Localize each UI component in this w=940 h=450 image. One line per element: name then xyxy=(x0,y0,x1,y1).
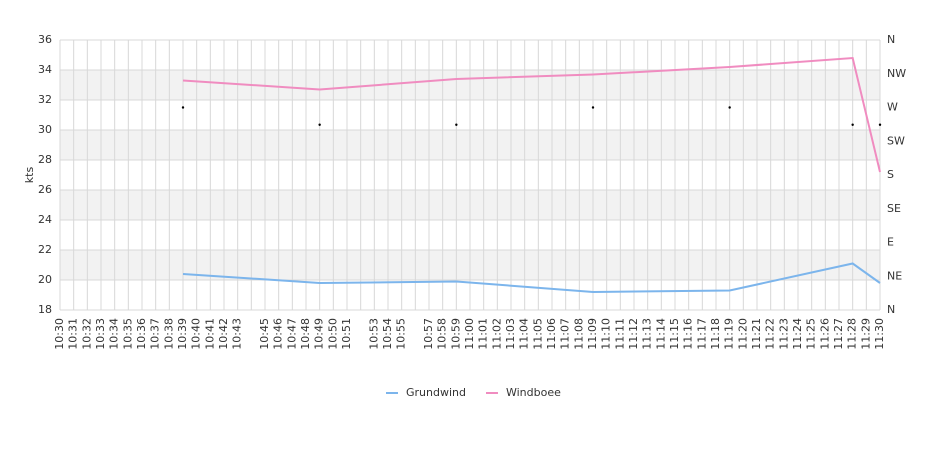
legend-label: Grundwind xyxy=(406,386,466,399)
x-tick-label: 10:58 xyxy=(436,318,449,350)
x-tick-label: 10:59 xyxy=(449,318,462,350)
y-tick-label: 34 xyxy=(38,63,52,76)
x-tick-label: 10:41 xyxy=(203,318,216,350)
y2-tick-label: SW xyxy=(887,134,905,147)
x-tick-label: 10:30 xyxy=(53,318,66,350)
direction-dot xyxy=(728,106,731,109)
x-tick-label: 11:09 xyxy=(586,318,599,350)
x-tick-label: 11:16 xyxy=(682,318,695,350)
x-tick-label: 10:51 xyxy=(340,318,353,350)
y2-tick-label: E xyxy=(887,236,894,249)
x-tick-label: 11:10 xyxy=(600,318,613,350)
direction-dot xyxy=(455,123,458,126)
x-tick-label: 10:47 xyxy=(285,318,298,350)
x-tick-label: 10:32 xyxy=(80,318,93,350)
x-tick-label: 10:42 xyxy=(217,318,230,350)
x-tick-label: 10:36 xyxy=(135,318,148,350)
x-tick-label: 11:15 xyxy=(668,318,681,350)
series-line xyxy=(182,262,881,294)
x-tick-label: 11:03 xyxy=(504,318,517,350)
x-tick-label: 11:06 xyxy=(545,318,558,350)
direction-dot xyxy=(591,106,595,109)
x-tick-label: 11:20 xyxy=(736,318,749,350)
x-tick-label: 11:07 xyxy=(559,318,572,350)
x-tick-label: 10:49 xyxy=(313,318,326,350)
x-tick-label: 10:40 xyxy=(190,318,203,350)
x-tick-label: 10:43 xyxy=(231,318,244,350)
x-tick-label: 11:30 xyxy=(873,318,886,350)
x-tick-label: 10:55 xyxy=(395,318,408,350)
legend-label: Windboee xyxy=(506,386,561,399)
x-tick-label: 10:53 xyxy=(367,318,380,350)
y-tick-label: 32 xyxy=(38,93,52,106)
x-tick-label: 11:01 xyxy=(477,318,490,350)
y-axis-label: kts xyxy=(23,167,36,184)
y2-tick-label: N xyxy=(887,33,895,46)
x-tick-label: 11:21 xyxy=(750,318,763,350)
x-tick-label: 11:02 xyxy=(490,318,503,350)
series-line xyxy=(182,56,881,173)
x-tick-label: 11:08 xyxy=(572,318,585,350)
y-tick-label: 22 xyxy=(38,243,52,256)
y2-tick-label: N xyxy=(887,303,895,316)
x-tick-label: 10:57 xyxy=(422,318,435,350)
y-tick-label: 26 xyxy=(38,183,52,196)
x-tick-label: 10:45 xyxy=(258,318,271,350)
x-tick-label: 11:00 xyxy=(463,318,476,350)
y2-tick-label: SE xyxy=(887,202,901,215)
y-tick-label: 18 xyxy=(38,303,52,316)
x-tick-label: 11:23 xyxy=(777,318,790,350)
y-tick-label: 20 xyxy=(38,273,52,286)
x-tick-label: 11:26 xyxy=(818,318,831,350)
x-tick-label: 11:11 xyxy=(613,318,626,350)
direction-dot xyxy=(851,123,854,126)
x-tick-label: 10:48 xyxy=(299,318,312,350)
x-tick-label: 11:19 xyxy=(723,318,736,350)
x-tick-label: 11:13 xyxy=(641,318,654,350)
y2-tick-label: S xyxy=(887,168,894,181)
x-tick-label: 11:25 xyxy=(805,318,818,350)
x-tick-label: 11:14 xyxy=(654,318,667,350)
x-tick-label: 11:29 xyxy=(859,318,872,350)
x-tick-label: 11:04 xyxy=(518,318,531,350)
y-tick-label: 30 xyxy=(38,123,52,136)
x-tick-label: 11:22 xyxy=(764,318,777,350)
direction-dot xyxy=(181,106,185,109)
x-tick-label: 11:12 xyxy=(627,318,640,350)
direction-dot xyxy=(878,123,882,126)
x-tick-label: 11:27 xyxy=(832,318,845,350)
x-tick-label: 10:50 xyxy=(326,318,339,350)
y-tick-label: 28 xyxy=(38,153,52,166)
x-tick-label: 10:46 xyxy=(272,318,285,350)
y2-tick-label: NE xyxy=(887,269,902,282)
x-tick-label: 11:17 xyxy=(695,318,708,350)
x-tick-label: 10:35 xyxy=(121,318,134,350)
x-tick-label: 11:05 xyxy=(531,318,544,350)
x-tick-label: 10:33 xyxy=(94,318,107,350)
x-tick-label: 10:54 xyxy=(381,318,394,350)
y-tick-label: 24 xyxy=(38,213,52,226)
x-tick-label: 11:24 xyxy=(791,318,804,350)
x-tick-label: 11:28 xyxy=(846,318,859,350)
y2-tick-label: NW xyxy=(887,67,906,80)
direction-dot xyxy=(318,123,321,126)
x-tick-label: 10:39 xyxy=(176,318,189,350)
x-tick-label: 10:31 xyxy=(67,318,80,350)
x-tick-label: 11:18 xyxy=(709,318,722,350)
x-tick-label: 10:34 xyxy=(108,318,121,350)
x-tick-label: 10:37 xyxy=(149,318,162,350)
y-tick-label: 36 xyxy=(38,33,52,46)
y2-tick-label: W xyxy=(887,101,898,114)
x-tick-label: 10:38 xyxy=(162,318,175,350)
